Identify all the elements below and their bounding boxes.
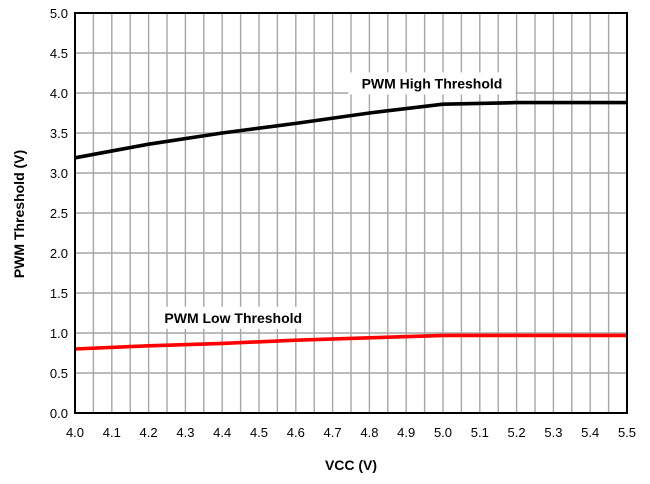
x-axis-title: VCC (V) [325, 457, 377, 473]
x-tick-label: 4.3 [176, 425, 194, 440]
x-tick-label: 5.4 [581, 425, 599, 440]
x-tick-label: 5.2 [508, 425, 526, 440]
y-tick-label: 0.0 [50, 406, 68, 421]
y-tick-label: 0.5 [50, 366, 68, 381]
x-tick-label: 4.8 [360, 425, 378, 440]
x-tick-label: 5.3 [544, 425, 562, 440]
x-tick-label: 4.6 [287, 425, 305, 440]
x-tick-label: 4.2 [140, 425, 158, 440]
y-tick-label: 5.0 [50, 6, 68, 21]
x-tick-label: 5.0 [434, 425, 452, 440]
y-tick-label: 1.5 [50, 286, 68, 301]
y-tick-label: 4.0 [50, 86, 68, 101]
y-tick-label: 1.0 [50, 326, 68, 341]
series-line-pwm-low-threshold [74, 333, 627, 351]
x-tick-label: 4.4 [213, 425, 231, 440]
tick-label-layer: 4.0 4.1 4.2 4.3 4.4 4.5 4.6 4.7 4.8 4.9 5.0 5.1 5.2 5… [50, 6, 636, 440]
x-tick-label: 4.1 [103, 425, 121, 440]
x-tick-label: 4.9 [397, 425, 415, 440]
x-tick-label: 4.0 [66, 425, 84, 440]
series-layer [74, 100, 627, 351]
annotation-layer: PWM High Threshold PWM Low Threshold [153, 72, 516, 329]
plot-frame [74, 12, 628, 414]
y-tick-label: 2.0 [50, 246, 68, 261]
y-axis-title: PWM Threshold (V) [11, 150, 27, 278]
x-tick-label: 5.5 [618, 425, 636, 440]
series-line-pwm-high-threshold [74, 100, 627, 160]
y-tick-label: 3.5 [50, 126, 68, 141]
y-tick-label: 3.0 [50, 166, 68, 181]
series-label-background [348, 72, 516, 95]
series-label-pwm-high-threshold: PWM High Threshold [362, 75, 503, 91]
series-label-background [153, 306, 313, 329]
y-tick-label: 2.5 [50, 206, 68, 221]
x-tick-label: 4.7 [324, 425, 342, 440]
axes-layer [74, 12, 628, 414]
y-tick-label: 4.5 [50, 46, 68, 61]
x-tick-label: 4.5 [250, 425, 268, 440]
x-tick-label: 5.1 [471, 425, 489, 440]
series-label-pwm-low-threshold: PWM Low Threshold [164, 310, 302, 326]
